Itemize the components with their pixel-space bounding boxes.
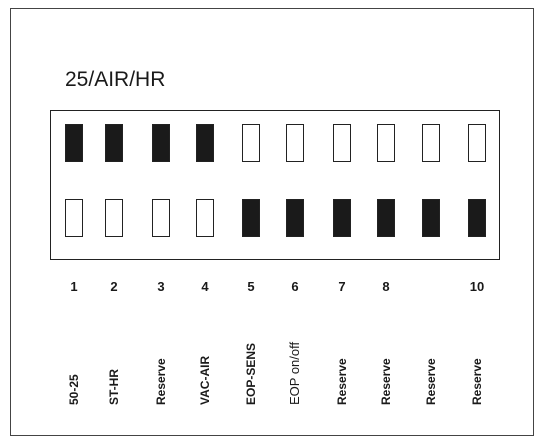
switch-5-label: EOP-SENS [244, 342, 258, 405]
switch-6-label: EOP on/off [287, 341, 302, 405]
switch-2-top-slot [105, 124, 123, 162]
switch-4-top-slot [196, 124, 214, 162]
switch-8-top-slot [377, 124, 395, 162]
switch-9-label: Reserve [424, 358, 438, 405]
switch-2-label: ST-HR [107, 369, 121, 405]
switch-9-top-slot [422, 124, 440, 162]
switch-3-number: 3 [157, 279, 165, 294]
switch-3-top-slot [152, 124, 170, 162]
switch-1-top-slot [65, 124, 83, 162]
switch-4-label: VAC-AIR [198, 355, 212, 405]
switch-3-bottom-slot [152, 199, 170, 237]
switch-7-bottom-slot [333, 199, 351, 237]
switch-8-label: Reserve [379, 358, 393, 405]
switch-10-label: Reserve [470, 358, 484, 405]
dip-switch-housing [50, 110, 500, 260]
diagram-frame [10, 8, 534, 436]
switch-1-number: 1 [70, 279, 78, 294]
switch-5-number: 5 [247, 279, 255, 294]
switch-6-bottom-slot [286, 199, 304, 237]
switch-7-top-slot [333, 124, 351, 162]
diagram-title: 25/AIR/HR [65, 68, 166, 91]
switch-8-bottom-slot [377, 199, 395, 237]
switch-9-bottom-slot [422, 199, 440, 237]
switch-7-label: Reserve [335, 358, 349, 405]
switch-1-bottom-slot [65, 199, 83, 237]
switch-4-bottom-slot [196, 199, 214, 237]
switch-4-number: 4 [201, 279, 209, 294]
switch-7-number: 7 [338, 279, 346, 294]
switch-1-label: 50-25 [67, 374, 81, 405]
switch-5-top-slot [242, 124, 260, 162]
switch-8-number: 8 [382, 279, 390, 294]
switch-6-top-slot [286, 124, 304, 162]
switch-2-number: 2 [110, 279, 118, 294]
switch-10-number: 10 [469, 279, 485, 294]
switch-2-bottom-slot [105, 199, 123, 237]
switch-3-label: Reserve [154, 358, 168, 405]
switch-10-bottom-slot [468, 199, 486, 237]
switch-5-bottom-slot [242, 199, 260, 237]
switch-10-top-slot [468, 124, 486, 162]
switch-6-number: 6 [291, 279, 299, 294]
